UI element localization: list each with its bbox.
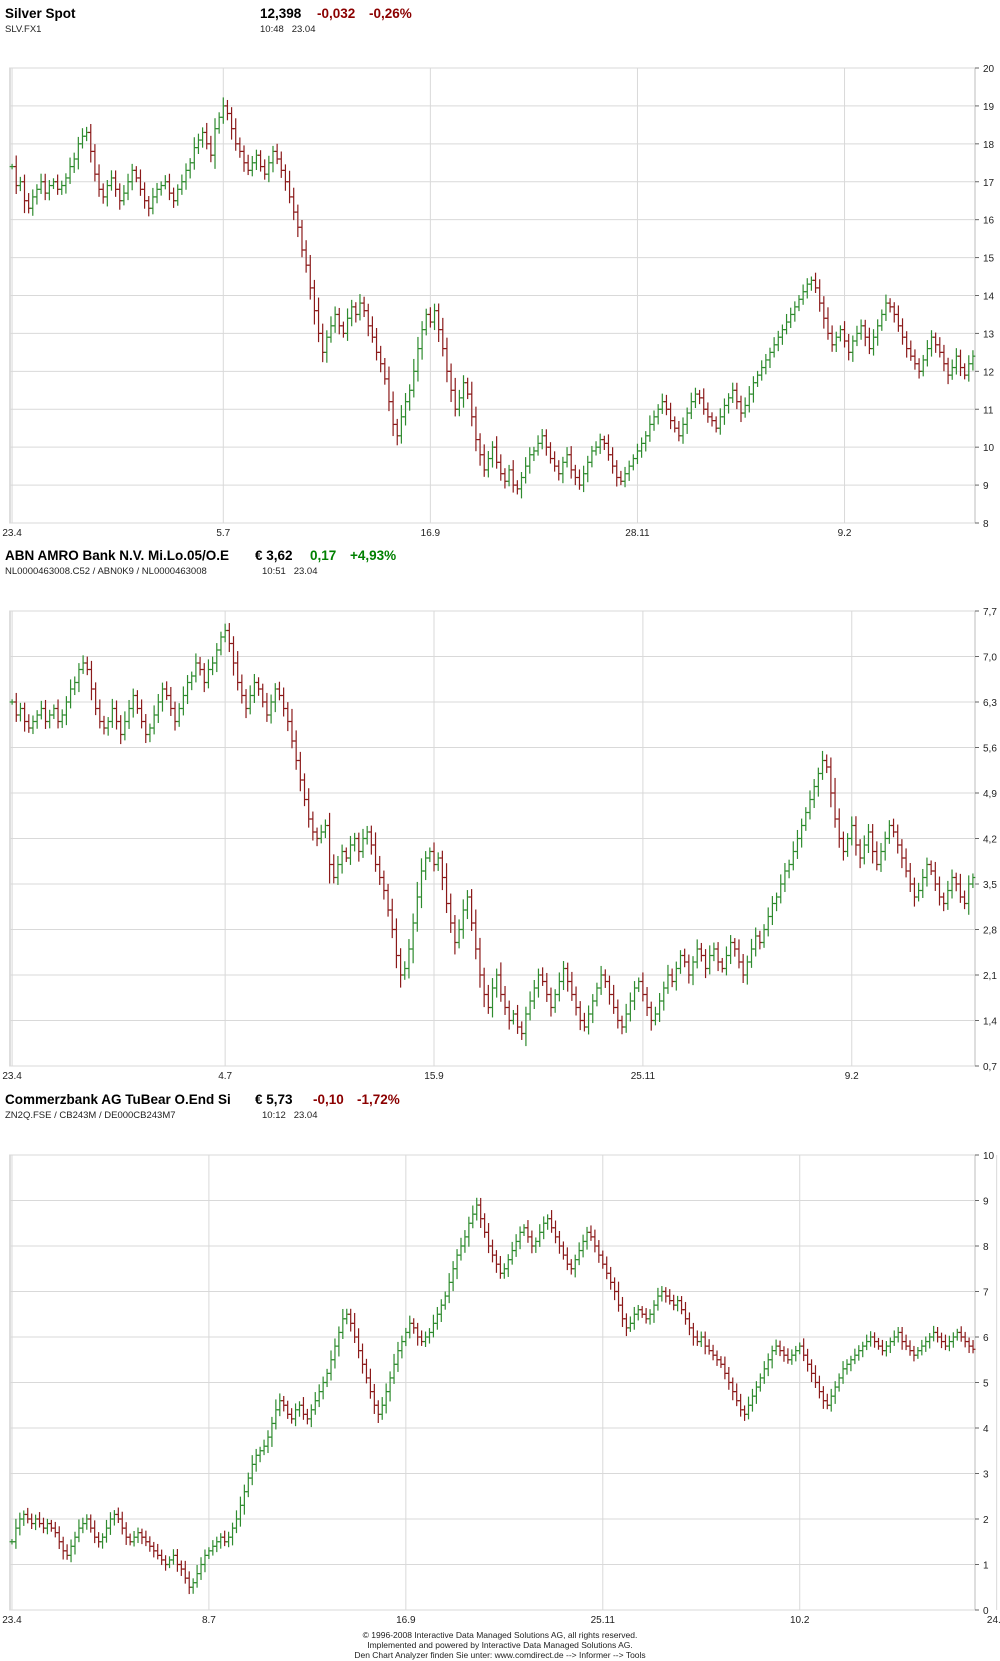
y-tick-label: 3 [983, 1470, 989, 1481]
instrument-name: ABN AMRO Bank N.V. Mi.Lo.05/O.E [5, 548, 230, 563]
x-tick-label: 28.11 [625, 528, 650, 538]
x-tick-label: 24.4 [987, 1615, 1000, 1625]
instrument-name: Commerzbank AG TuBear O.End Si [5, 1092, 231, 1107]
instrument-time: 10:12 23.04 [262, 1110, 318, 1121]
instrument-price: 12,398 [260, 6, 302, 21]
y-tick-label: 0 [983, 1606, 989, 1617]
y-tick-label: 4,2 [983, 835, 997, 846]
chart-panel-silver: 20 19 18 17 16 15 14 13 12 11 10 9 8 23.4 5.7 16.9 28.11… [2, 64, 995, 538]
y-tick-label: 11 [983, 405, 994, 416]
y-tick-label: 9 [983, 481, 989, 492]
x-tick-label: 23.4 [2, 1615, 22, 1625]
x-tick-label: 15.9 [424, 1071, 444, 1081]
y-tick-label: 12 [983, 367, 995, 378]
y-tick-label: 8 [983, 1242, 989, 1253]
y-tick-label: 4,9 [983, 789, 997, 800]
y-tick-label: 10 [983, 1151, 995, 1162]
y-tick-label: 5,6 [983, 744, 997, 755]
x-tick-label: 8.7 [202, 1615, 216, 1625]
copyright-footer: © 1996-2008 Interactive Data Managed Sol… [0, 1630, 1000, 1660]
y-tick-label: 18 [983, 140, 995, 151]
instrument-name: Silver Spot [5, 6, 76, 21]
instrument-change-pct: +4,93% [350, 548, 397, 563]
instrument-change: -0,10 [313, 1092, 344, 1107]
x-tick-label: 16.9 [396, 1615, 416, 1625]
y-tick-label: 3,5 [983, 880, 997, 891]
y-tick-label: 16 [983, 216, 995, 227]
ohlc-bar [970, 1340, 976, 1354]
y-tick-label: 7 [983, 1288, 989, 1299]
x-tick-label: 25.11 [591, 1615, 616, 1625]
chart-panel-abn: 7,7 7,0 6,3 5,6 4,9 4,2 3,5 2,8 2,1 1,4 0,7 23.4 4.7… [2, 607, 997, 1081]
x-tick-label: 9.2 [838, 528, 852, 538]
y-tick-label: 2,8 [983, 926, 997, 937]
instrument-change: -0,032 [317, 6, 356, 21]
instrument-price: € 5,73 [255, 1092, 293, 1107]
x-tick-label: 25.11 [631, 1071, 656, 1081]
instrument-time: 10:51 23.04 [262, 566, 318, 577]
y-tick-label: 6 [983, 1333, 989, 1344]
instrument-change: 0,17 [310, 548, 337, 563]
y-tick-label: 2,1 [983, 971, 997, 982]
instrument-codes: ZN2Q.FSE / CB243M / DE000CB243M7 [5, 1110, 176, 1121]
y-tick-label: 9 [983, 1197, 989, 1208]
y-tick-label: 1,4 [983, 1017, 997, 1028]
instrument-price: € 3,62 [255, 548, 293, 563]
instrument-codes: NL0000463008.C52 / ABN0K9 / NL0000463008 [5, 566, 207, 577]
y-tick-label: 0,7 [983, 1062, 997, 1073]
y-tick-label: 17 [983, 178, 995, 189]
x-tick-label: 9.2 [845, 1071, 859, 1081]
x-tick-label: 16.9 [421, 528, 441, 538]
y-tick-label: 6,3 [983, 698, 997, 709]
x-tick-label: 10.2 [790, 1615, 810, 1625]
instrument-change-pct: -0,26% [369, 6, 412, 21]
instrument-time: 10:48 23.04 [260, 24, 316, 35]
y-tick-label: 7,7 [983, 607, 997, 618]
y-tick-label: 2 [983, 1515, 989, 1526]
y-tick-label: 15 [983, 254, 995, 265]
y-tick-label: 10 [983, 443, 995, 454]
x-tick-label: 23.4 [2, 528, 22, 538]
footer-line: © 1996-2008 Interactive Data Managed Sol… [362, 1630, 638, 1640]
x-tick-label: 5.7 [216, 528, 230, 538]
y-tick-label: 20 [983, 64, 995, 75]
y-tick-label: 4 [983, 1424, 989, 1435]
footer-line: Den Chart Analyzer finden Sie unter: www… [354, 1650, 646, 1660]
y-tick-label: 19 [983, 102, 995, 113]
y-tick-label: 8 [983, 519, 989, 530]
y-tick-label: 1 [983, 1561, 989, 1572]
x-tick-label: 23.4 [2, 1071, 22, 1081]
instrument-change-pct: -1,72% [357, 1092, 400, 1107]
y-tick-label: 13 [983, 329, 995, 340]
ohlc-bar [970, 873, 976, 889]
instrument-codes: SLV.FX1 [5, 24, 42, 35]
y-tick-label: 14 [983, 292, 995, 303]
y-tick-label: 5 [983, 1379, 989, 1390]
footer-line: Implemented and powered by Interactive D… [367, 1640, 633, 1650]
x-tick-label: 4.7 [218, 1071, 232, 1081]
y-tick-label: 7,0 [983, 653, 997, 664]
ohlc-bar [970, 350, 976, 371]
